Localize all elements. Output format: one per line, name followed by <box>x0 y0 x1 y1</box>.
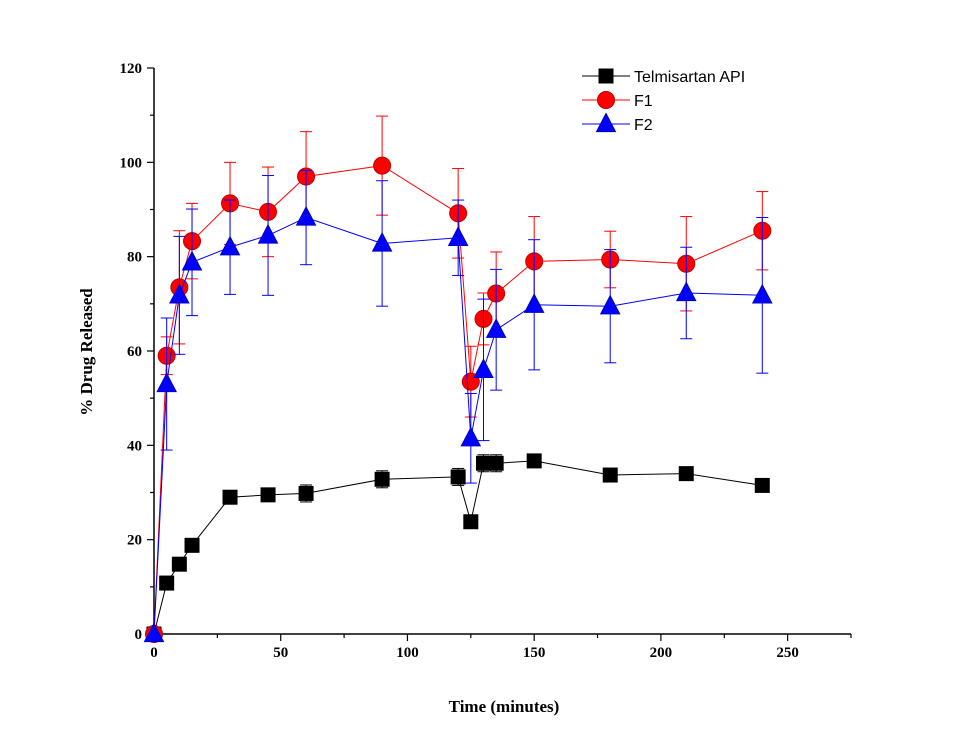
data-point <box>751 283 773 304</box>
legend-label: Telmisartan API <box>634 69 745 86</box>
y-tick-label: 120 <box>120 61 143 77</box>
series-f2 <box>143 169 773 643</box>
x-axis-title: Time (minutes) <box>449 697 560 716</box>
data-point <box>374 471 390 487</box>
data-point <box>143 622 165 643</box>
data-point <box>488 455 504 471</box>
data-point <box>526 453 542 469</box>
legend-item: F2 <box>582 112 653 134</box>
legend-marker <box>598 68 614 84</box>
data-point <box>599 294 621 315</box>
data-point <box>295 205 317 226</box>
data-point <box>169 283 190 304</box>
series-line <box>153 216 763 635</box>
series-telmisartan-api <box>146 453 770 642</box>
x-tick-label: 50 <box>273 645 288 661</box>
y-axis-title: % Drug Released <box>77 288 96 416</box>
data-point <box>675 281 697 302</box>
data-point <box>257 223 279 244</box>
x-tick-label: 250 <box>776 645 799 661</box>
x-tick-label: 200 <box>650 645 673 661</box>
y-tick-label: 20 <box>127 533 142 549</box>
data-point <box>485 318 507 338</box>
data-point <box>460 426 482 447</box>
data-point <box>371 231 393 252</box>
data-point <box>523 293 545 313</box>
data-point <box>602 467 618 483</box>
y-tick-label: 80 <box>127 250 142 266</box>
y-tick-label: 60 <box>127 344 142 360</box>
x-tick-label: 150 <box>523 645 546 661</box>
y-tick-label: 100 <box>120 155 143 171</box>
legend-marker <box>597 91 615 109</box>
x-tick-label: 100 <box>396 645 419 661</box>
data-point <box>678 466 694 482</box>
data-point <box>171 556 187 572</box>
legend-label: F2 <box>634 117 653 134</box>
legend: Telmisartan API F1 F2 <box>582 68 745 134</box>
axes: 0 50 100 150 200 250 0 20 40 60 80 100 120 <box>120 61 852 661</box>
legend-item: F1 <box>582 91 653 110</box>
legend-label: F1 <box>634 93 653 110</box>
x-tick-label: 0 <box>150 645 158 661</box>
data-point <box>181 250 203 271</box>
data-point <box>754 477 770 493</box>
data-point <box>463 514 479 530</box>
series-f1 <box>145 115 772 643</box>
data-point <box>475 455 491 471</box>
data-point <box>222 489 238 505</box>
series-layer <box>143 115 773 643</box>
data-point <box>184 537 200 553</box>
data-point <box>473 358 494 379</box>
legend-marker <box>595 112 617 133</box>
y-tick-label: 0 <box>135 627 143 643</box>
data-point <box>373 156 392 175</box>
data-point <box>156 372 177 393</box>
data-point <box>219 235 241 256</box>
data-point <box>159 575 175 591</box>
data-point <box>447 226 469 246</box>
data-point <box>450 469 466 485</box>
data-point <box>298 485 314 501</box>
legend-item: Telmisartan API <box>582 68 745 86</box>
series-line <box>153 460 763 635</box>
y-tick-label: 40 <box>127 438 142 454</box>
data-point <box>260 487 276 503</box>
